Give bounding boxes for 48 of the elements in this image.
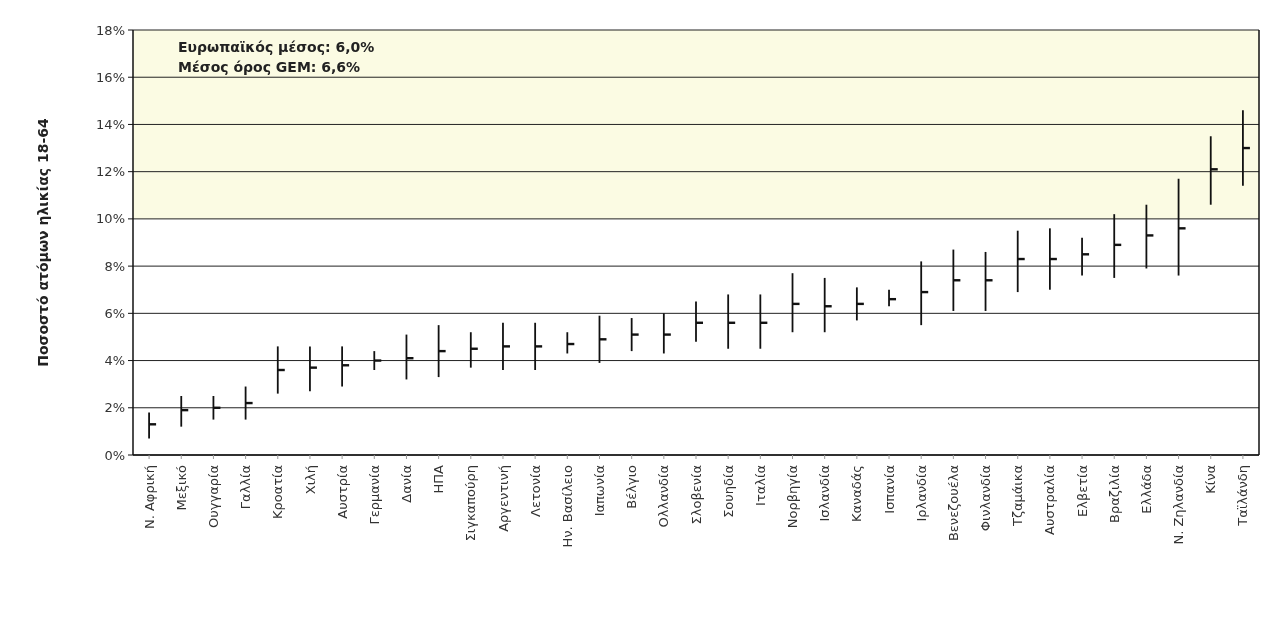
x-tick-label: Φινλανδία	[978, 465, 994, 532]
x-tick-label: Ν. Ζηλανδία	[1171, 465, 1187, 545]
x-tick-label: Δανία	[399, 465, 415, 503]
x-tick-label: Ουγγαρία	[205, 465, 221, 528]
y-tick-label: 4%	[104, 353, 125, 369]
y-axis-title: Ποσοστό ατόμων ηλικίας 18-64	[35, 118, 51, 367]
y-tick-label: 2%	[104, 400, 125, 416]
x-tick-label: Κροατία	[270, 465, 286, 520]
x-tick-label: Γερμανία	[366, 465, 382, 525]
x-tick-label: Σουηδία	[720, 465, 736, 518]
x-tick-label: Αργεντινή	[495, 465, 511, 532]
x-tick-label: Βραζιλία	[1106, 465, 1122, 523]
x-tick-label: Βέλγιο	[624, 464, 640, 509]
x-tick-label: Σιγκαπούρη	[463, 465, 479, 542]
y-tick-label: 18%	[96, 22, 125, 38]
x-tick-label: Ιαπωνία	[592, 465, 608, 517]
y-tick-label: 8%	[104, 258, 125, 274]
x-tick-label: Κίνα	[1203, 465, 1219, 494]
y-tick-label: 12%	[96, 164, 125, 180]
x-tick-label: ΗΠΑ	[431, 464, 447, 494]
x-tick-label: Ολλανδία	[656, 465, 672, 528]
x-tick-label: Βενεζουέλα	[945, 465, 961, 542]
y-tick-label: 0%	[104, 447, 125, 463]
annotation: Ευρωπαϊκός μέσος: 6,0%	[178, 39, 375, 55]
x-tick-label: Ν. Αφρική	[141, 465, 157, 530]
x-tick-label: Χιλή	[302, 465, 318, 495]
x-tick-label: Ελβετία	[1074, 465, 1090, 518]
x-tick-label: Καναδάς	[849, 465, 865, 523]
x-tick-label: Ιρλανδία	[913, 465, 929, 522]
x-tick-label: Σλοβενία	[688, 465, 704, 525]
x-tick-label: Μεξικό	[173, 464, 189, 511]
x-tick-label: Ελλάδα	[1138, 465, 1154, 514]
x-tick-label: Ιταλία	[752, 465, 768, 506]
x-tick-label: Λετονία	[527, 465, 543, 517]
x-tick-label: Αυστραλία	[1042, 465, 1058, 535]
y-tick-label: 6%	[104, 305, 125, 321]
x-tick-label: Τζαμάικα	[1010, 465, 1026, 528]
x-tick-label: Νορβηγία	[785, 465, 801, 529]
x-tick-label: Ταϊλάνδη	[1235, 465, 1251, 527]
x-tick-label: Αυστρία	[334, 465, 350, 519]
y-tick-label: 10%	[96, 211, 125, 227]
x-tick-label: Ισπανία	[881, 465, 897, 514]
annotation: Μέσος όρος GEM: 6,6%	[178, 59, 361, 75]
y-tick-label: 16%	[96, 69, 125, 85]
x-tick-label: Ην. Βασίλειο	[559, 464, 575, 548]
x-tick-label: Γαλλία	[238, 465, 254, 510]
x-tick-label: Ισλανδία	[817, 465, 833, 522]
y-tick-label: 14%	[96, 116, 125, 132]
